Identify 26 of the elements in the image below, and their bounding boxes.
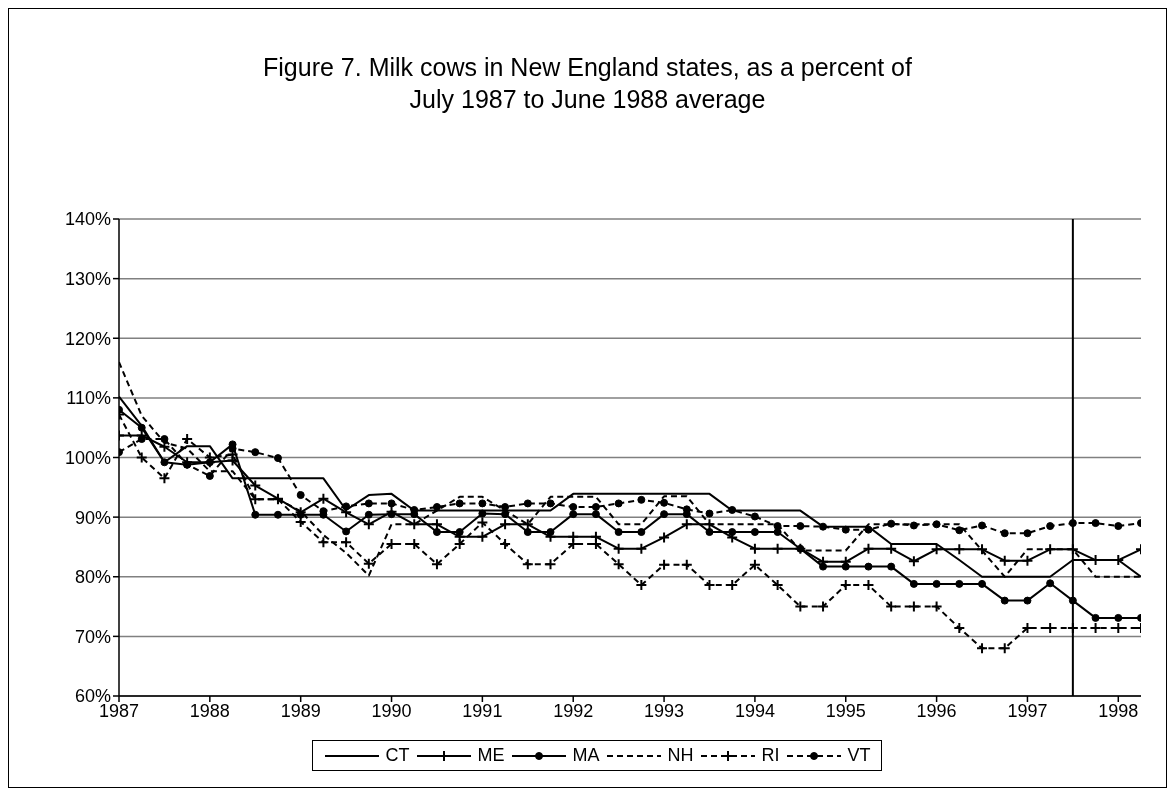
x-tick-label: 1995	[825, 700, 866, 721]
x-tick-label: 1998	[1098, 700, 1139, 721]
x-tick-label: 1991	[462, 700, 503, 721]
legend-label: VT	[847, 745, 871, 766]
chart-title: Figure 7. Milk cows in New England states, as a percent of July 1987 to June 1988 average	[262, 52, 913, 115]
y-tick-label: 80%	[74, 567, 111, 588]
legend-label: NH	[667, 745, 694, 766]
x-tick-label: 1990	[371, 700, 412, 721]
y-tick-label: 110%	[66, 388, 111, 409]
legend-label: MA	[572, 745, 600, 766]
y-tick-label: 100%	[64, 447, 111, 468]
y-tick-label: 70%	[74, 626, 111, 647]
y-tick-label: 90%	[74, 507, 111, 528]
legend-label: RI	[761, 745, 780, 766]
x-tick-label: 1992	[553, 700, 594, 721]
x-tick-label: 1994	[734, 700, 775, 721]
legend-label: ME	[477, 745, 505, 766]
x-tick-label: 1993	[644, 700, 685, 721]
y-tick-label: 130%	[64, 269, 111, 290]
x-tick-label: 1988	[189, 700, 230, 721]
y-tick-label: 140%	[64, 209, 111, 230]
y-tick-label: 120%	[64, 328, 111, 349]
x-tick-label: 1989	[280, 700, 321, 721]
x-tick-label: 1997	[1007, 700, 1048, 721]
x-tick-label: 1996	[916, 700, 957, 721]
legend-label: CT	[385, 745, 410, 766]
